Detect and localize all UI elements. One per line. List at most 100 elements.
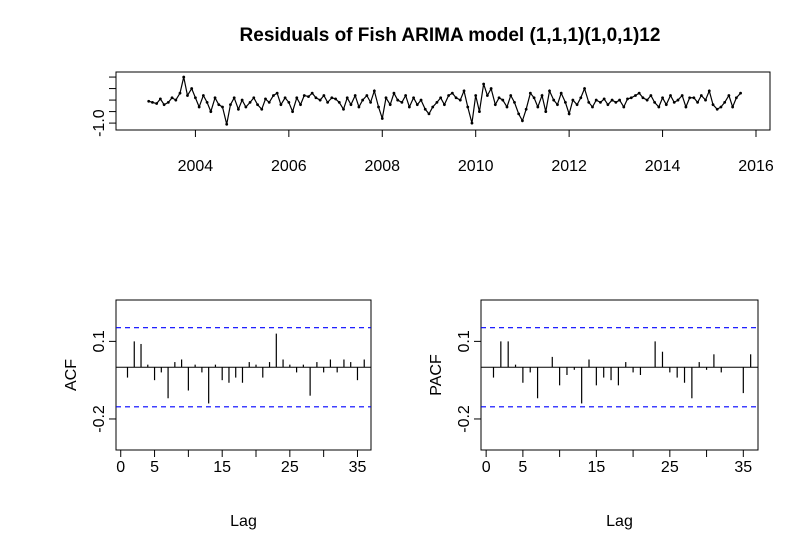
residual-point [166, 100, 170, 104]
x-tick-label: 0 [482, 459, 491, 476]
residual-point [279, 103, 283, 107]
residual-point [423, 107, 427, 111]
y-axis-label: PACF [428, 354, 445, 396]
residual-point [209, 110, 213, 113]
residual-point [412, 96, 415, 100]
residual-point [232, 96, 236, 100]
residual-point [497, 96, 501, 100]
residual-point [699, 94, 703, 97]
residual-point [672, 100, 676, 104]
residual-line [148, 76, 742, 125]
residual-point [626, 97, 629, 101]
plot-box [115, 71, 771, 131]
residual-point [591, 105, 594, 109]
residual-point [318, 98, 322, 102]
residual-point [147, 99, 151, 103]
residual-point [330, 96, 334, 100]
residual-point [548, 89, 551, 93]
residual-point [291, 110, 294, 113]
residual-point [415, 103, 419, 107]
residual-point [532, 96, 536, 100]
residual-point [197, 105, 201, 109]
residual-point [427, 112, 431, 116]
residual-point [221, 105, 224, 109]
residual-point [326, 100, 330, 104]
residual-point [676, 98, 680, 102]
x-tick-label: 35 [734, 459, 752, 476]
residual-point [704, 98, 707, 102]
residual-point [248, 100, 252, 104]
residual-point [190, 87, 194, 90]
x-tick-label: 25 [281, 459, 299, 476]
residual-point [357, 105, 361, 109]
residual-point [431, 105, 435, 109]
residual-point [602, 97, 606, 101]
residual-point [594, 98, 598, 102]
residual-point [567, 112, 571, 116]
residual-point [353, 94, 357, 97]
residual-point [688, 96, 692, 100]
residual-point [264, 97, 267, 101]
residual-point [283, 96, 287, 100]
residual-point [458, 98, 462, 102]
residual-point [236, 107, 240, 111]
x-tick-label: 35 [349, 459, 367, 476]
residual-point [634, 94, 637, 97]
residual-point [392, 91, 396, 95]
y-axis-label: ACF [63, 359, 80, 391]
residual-point [614, 100, 618, 104]
residual-point [155, 102, 159, 105]
residual-point [629, 96, 633, 100]
residual-point [470, 121, 474, 125]
x-tick-label: 5 [150, 459, 159, 476]
residual-point [618, 98, 621, 102]
residual-point [396, 98, 400, 102]
residual-point [194, 96, 197, 100]
residual-point [637, 91, 641, 95]
y-tick-label: 0.1 [456, 330, 473, 352]
residual-point [334, 97, 337, 101]
residual-point [337, 100, 341, 104]
residual-point [419, 98, 423, 102]
residual-point [707, 89, 711, 93]
residual-point [680, 94, 684, 97]
residual-point [443, 103, 446, 107]
chart-title: Residuals of Fish ARIMA model (1,1,1)(1,… [240, 25, 661, 46]
residual-point [711, 103, 715, 107]
residual-point [715, 107, 719, 111]
x-tick-label: 2006 [271, 158, 307, 175]
residual-point [610, 98, 614, 102]
residual-point [260, 107, 264, 111]
x-tick-label: 15 [213, 459, 231, 476]
x-tick-label: 25 [661, 459, 679, 476]
residual-point [369, 100, 372, 104]
residual-point [501, 98, 505, 102]
residual-point [649, 94, 653, 97]
residual-point [454, 96, 458, 100]
residual-point [727, 94, 731, 97]
residual-point [380, 117, 384, 120]
x-tick-label: 2014 [645, 158, 681, 175]
residual-point [466, 105, 470, 109]
x-tick-label: 2010 [458, 158, 494, 175]
residual-point [661, 96, 664, 100]
residual-point [447, 94, 451, 97]
residual-point [563, 100, 567, 104]
residual-point [170, 96, 174, 100]
residual-point [587, 100, 591, 104]
residual-point [186, 94, 189, 97]
residual-point [462, 89, 466, 93]
residual-point [485, 94, 489, 97]
residual-point [719, 105, 723, 109]
residual-point [162, 103, 166, 107]
x-tick-label: 2012 [551, 158, 587, 175]
residual-point [489, 87, 493, 90]
x-tick-label: 2004 [178, 158, 214, 175]
residual-point [225, 122, 229, 126]
residual-point [229, 103, 232, 107]
residual-point [201, 94, 205, 97]
residual-point [213, 96, 217, 100]
residual-point [528, 91, 532, 95]
residual-point [606, 103, 610, 107]
